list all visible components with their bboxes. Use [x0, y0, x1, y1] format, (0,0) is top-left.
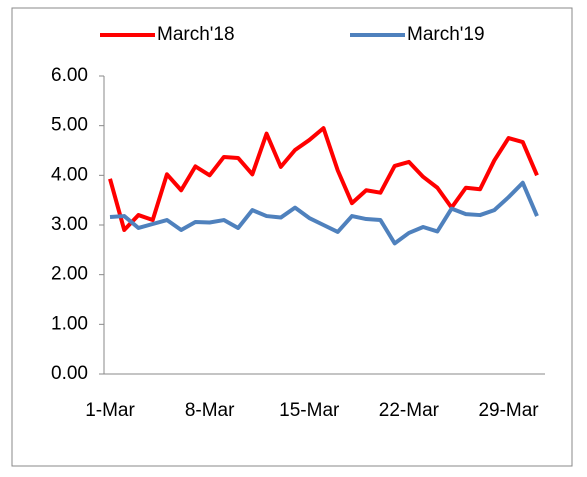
y-tick-label: 0.00	[51, 363, 88, 384]
y-tick-label: 5.00	[51, 115, 88, 136]
y-tick-label: 2.00	[51, 264, 88, 285]
line-series	[109, 180, 539, 246]
x-tick-label: 15-Mar	[279, 400, 340, 421]
x-tick-label: 8-Mar	[185, 400, 235, 421]
line-series	[108, 126, 539, 232]
y-tick-label: 4.00	[51, 164, 88, 185]
y-tick-label: 1.00	[51, 313, 88, 334]
chart-border	[11, 7, 573, 467]
legend-label: March'19	[407, 24, 485, 45]
y-tick-label: 6.00	[51, 65, 88, 86]
x-tick-label: 1-Mar	[85, 400, 135, 421]
legend-label: March'18	[157, 24, 235, 45]
x-tick-label: 22-Mar	[379, 400, 440, 421]
x-tick-label: 29-Mar	[478, 400, 539, 421]
y-tick-label: 3.00	[51, 214, 88, 235]
